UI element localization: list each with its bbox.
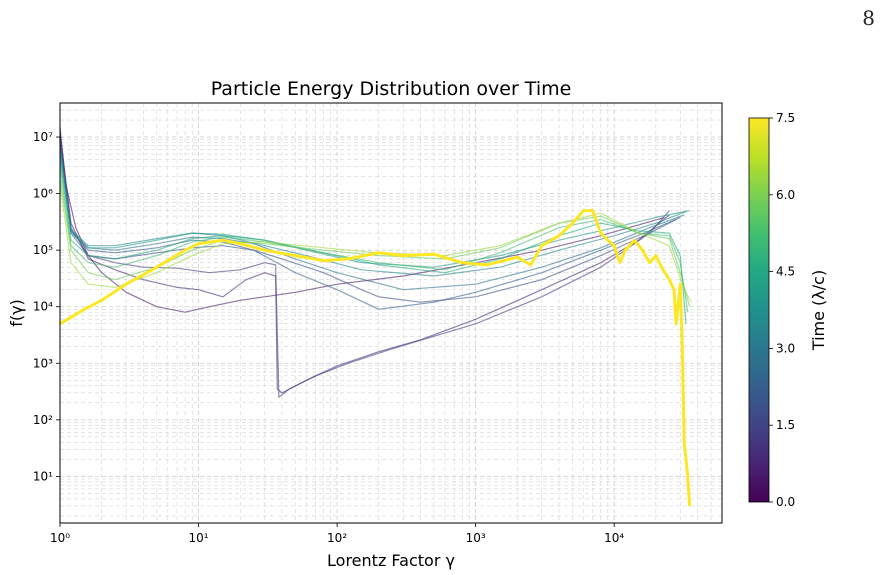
y-axis-ticks: 10¹ 10² 10³ 10⁴ 10⁵ 10⁶ 10⁷: [33, 130, 60, 483]
grid-lines: [59, 102, 723, 523]
y-tick-label: 10⁶: [33, 187, 53, 201]
colorbar-ticks: 0.0 1.5 3.0 4.5 6.0 7.5: [769, 111, 795, 509]
x-tick-label: 10⁰: [50, 531, 70, 545]
y-tick-label: 10²: [33, 413, 53, 427]
x-tick-label: 10¹: [189, 531, 209, 545]
colorbar-tick-label: 0.0: [776, 495, 795, 509]
colorbar-tick-label: 1.5: [776, 418, 795, 432]
y-tick-label: 10⁵: [33, 243, 53, 257]
series-lines: [60, 127, 692, 507]
x-tick-label: 10⁴: [604, 531, 624, 545]
colorbar-label: Time (λ/c): [809, 270, 828, 351]
page-number: 8: [862, 6, 875, 30]
series-line-t0-9: [60, 132, 670, 394]
plot-frame: [59, 102, 723, 524]
colorbar-tick-label: 7.5: [776, 111, 795, 125]
y-tick-label: 10¹: [33, 469, 53, 483]
x-tick-label: 10²: [327, 531, 347, 545]
colorbar: [748, 117, 770, 503]
chart-title: Particle Energy Distribution over Time: [211, 78, 572, 100]
y-tick-label: 10³: [33, 356, 53, 370]
x-tick-label: 10³: [466, 531, 486, 545]
y-tick-label: 10⁷: [33, 130, 53, 144]
colorbar-tick-label: 4.5: [776, 265, 795, 279]
y-tick-label: 10⁴: [33, 300, 53, 314]
colorbar-tick-label: 6.0: [776, 188, 795, 202]
colorbar-tick-label: 3.0: [776, 341, 795, 355]
x-axis-label: Lorentz Factor γ: [327, 551, 455, 570]
series-line-t1-8: [60, 139, 677, 303]
series-line-t6-4: [60, 183, 692, 303]
series-line-t3-5: [60, 149, 687, 277]
y-axis-label: f(γ): [7, 299, 26, 327]
x-axis-ticks: 10⁰ 10¹ 10² 10³ 10⁴: [50, 523, 624, 545]
series-line-t7-5: [60, 209, 692, 507]
series-line-t5-8: [60, 176, 691, 307]
series-line-t2-3: [60, 142, 681, 310]
